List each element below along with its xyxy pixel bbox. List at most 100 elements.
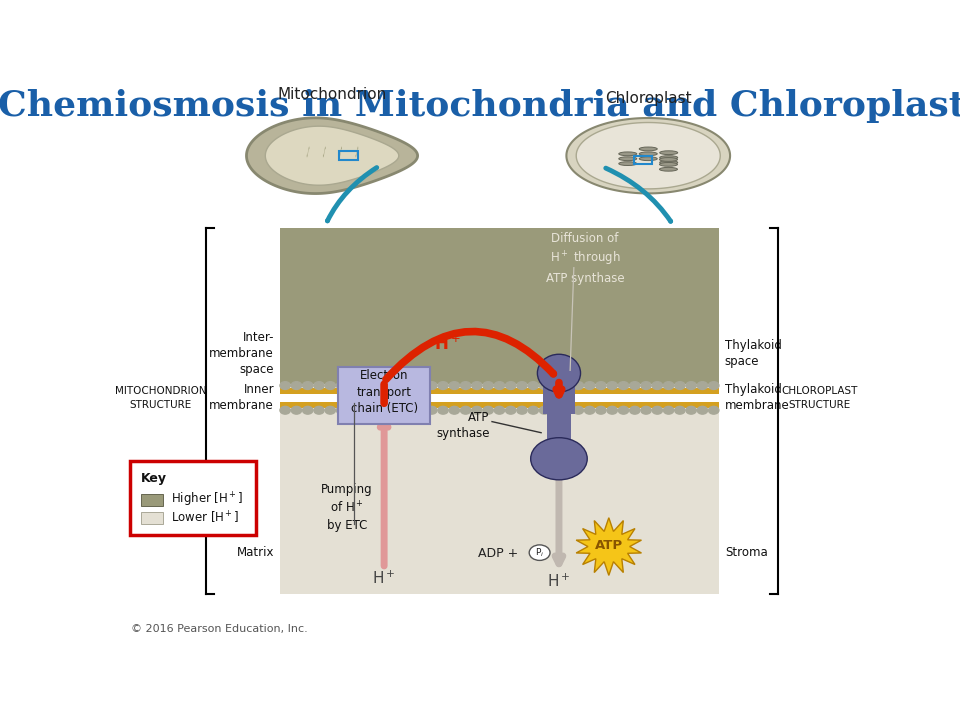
Circle shape (426, 382, 437, 390)
Circle shape (697, 382, 708, 390)
Bar (280, 388, 719, 395)
Circle shape (348, 382, 358, 390)
Circle shape (483, 406, 493, 414)
Circle shape (630, 406, 640, 414)
Text: © 2016 Pearson Education, Inc.: © 2016 Pearson Education, Inc. (132, 624, 308, 634)
Circle shape (280, 406, 290, 414)
Text: Key: Key (141, 472, 167, 485)
Bar (547, 412, 571, 448)
Text: P$_i$: P$_i$ (535, 546, 544, 559)
Circle shape (461, 406, 470, 414)
Circle shape (336, 406, 347, 414)
Circle shape (697, 406, 708, 414)
Bar (542, 376, 575, 415)
Circle shape (528, 406, 539, 414)
Circle shape (585, 382, 595, 390)
Circle shape (585, 406, 595, 414)
Text: ATP: ATP (595, 539, 623, 552)
Circle shape (371, 382, 380, 390)
Circle shape (471, 406, 482, 414)
Circle shape (291, 406, 301, 414)
Text: H$^+$: H$^+$ (434, 335, 461, 354)
Circle shape (359, 382, 370, 390)
Text: H$^+$: H$^+$ (372, 570, 396, 588)
Circle shape (663, 406, 674, 414)
Circle shape (393, 382, 403, 390)
Circle shape (438, 382, 448, 390)
Circle shape (404, 406, 415, 414)
Circle shape (663, 382, 674, 390)
Ellipse shape (660, 158, 678, 161)
Text: Inner
membrane: Inner membrane (209, 384, 274, 413)
Circle shape (449, 382, 460, 390)
Ellipse shape (660, 156, 678, 159)
Circle shape (630, 382, 640, 390)
Circle shape (416, 382, 425, 390)
Circle shape (381, 406, 392, 414)
Circle shape (348, 406, 358, 414)
Circle shape (336, 382, 347, 390)
Circle shape (686, 382, 696, 390)
FancyBboxPatch shape (130, 461, 256, 536)
Text: ATP
synthase: ATP synthase (436, 410, 490, 440)
Circle shape (302, 406, 313, 414)
Text: Mitochondrion: Mitochondrion (277, 87, 387, 102)
Bar (141, 512, 163, 524)
FancyArrowPatch shape (386, 331, 553, 379)
Ellipse shape (639, 147, 658, 150)
Polygon shape (247, 118, 418, 194)
Bar (634, 156, 652, 164)
Text: Chloroplast: Chloroplast (605, 91, 691, 106)
Circle shape (404, 382, 415, 390)
Circle shape (540, 406, 550, 414)
Text: Inter-
membrane
space: Inter- membrane space (209, 331, 274, 377)
FancyArrowPatch shape (606, 168, 671, 221)
Text: Pumping
of H$^+$
by ETC: Pumping of H$^+$ by ETC (321, 483, 372, 532)
Ellipse shape (639, 152, 658, 156)
Circle shape (708, 406, 719, 414)
Polygon shape (323, 147, 325, 158)
Text: Higher [H$^+$]: Higher [H$^+$] (171, 491, 243, 509)
Circle shape (652, 382, 662, 390)
Text: Electron
transport
chain (ETC): Electron transport chain (ETC) (350, 369, 418, 415)
Text: Thylakoid
space: Thylakoid space (725, 339, 781, 368)
Ellipse shape (660, 167, 678, 171)
Circle shape (675, 382, 685, 390)
Text: ADP +: ADP + (478, 547, 518, 560)
Circle shape (461, 382, 470, 390)
Circle shape (531, 438, 588, 480)
Circle shape (573, 406, 584, 414)
Circle shape (325, 406, 335, 414)
Circle shape (618, 406, 629, 414)
Circle shape (494, 382, 505, 390)
Circle shape (618, 382, 629, 390)
Circle shape (291, 382, 301, 390)
Ellipse shape (619, 152, 636, 156)
Circle shape (516, 382, 527, 390)
Ellipse shape (660, 150, 678, 155)
FancyBboxPatch shape (338, 366, 430, 423)
Circle shape (381, 382, 392, 390)
Circle shape (449, 406, 460, 414)
Circle shape (641, 382, 651, 390)
Polygon shape (566, 118, 730, 194)
Circle shape (471, 382, 482, 390)
Circle shape (416, 406, 425, 414)
Polygon shape (576, 518, 641, 575)
Circle shape (483, 382, 493, 390)
Text: Thylakoid
membrane: Thylakoid membrane (725, 384, 790, 413)
Circle shape (596, 382, 606, 390)
Text: Chemiosmosis in Mitochondria and Chloroplasts: Chemiosmosis in Mitochondria and Chlorop… (0, 89, 960, 123)
Ellipse shape (619, 162, 636, 166)
Polygon shape (355, 147, 358, 158)
Circle shape (607, 406, 617, 414)
Ellipse shape (538, 354, 581, 392)
Polygon shape (265, 126, 398, 185)
Circle shape (708, 382, 719, 390)
Circle shape (528, 382, 539, 390)
Circle shape (426, 406, 437, 414)
FancyArrowPatch shape (327, 168, 376, 221)
Circle shape (325, 382, 335, 390)
Text: Matrix: Matrix (236, 546, 274, 559)
Circle shape (280, 382, 290, 390)
